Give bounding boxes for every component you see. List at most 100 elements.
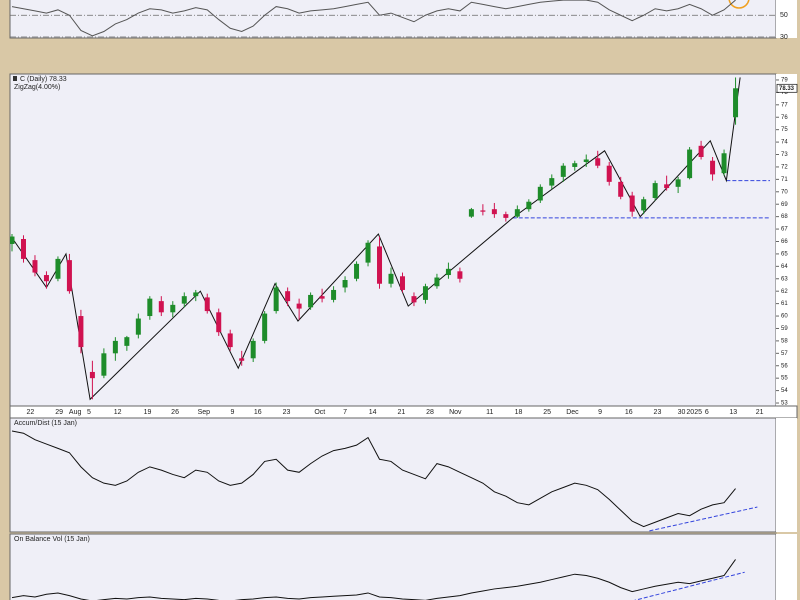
- x-tick-label: 22: [26, 409, 34, 416]
- candle-body: [43, 275, 49, 282]
- candle-body: [560, 165, 566, 177]
- candle-body: [641, 199, 647, 211]
- panel-layer: [10, 0, 776, 38]
- x-tick-label: 2025: [686, 409, 702, 416]
- x-tick-label: 16: [625, 409, 633, 416]
- last-price-label: 78.33: [779, 86, 795, 92]
- x-tick-label: 13: [729, 409, 737, 416]
- candle-body: [733, 88, 739, 118]
- candle-body: [388, 273, 394, 284]
- y-tick-label: 54: [781, 388, 788, 394]
- y-tick-label: 55: [781, 376, 788, 382]
- obv-title: On Balance Vol (15 Jan): [14, 536, 90, 543]
- candle-body: [89, 371, 95, 379]
- candle-body: [55, 258, 61, 279]
- candle-body: [606, 165, 612, 182]
- x-tick-label: 9: [231, 409, 235, 416]
- candle-body: [710, 160, 716, 175]
- trend-line: [649, 506, 758, 532]
- trend-line: [634, 571, 745, 600]
- candle-body: [399, 276, 405, 290]
- price-panel: [9, 73, 777, 407]
- y-tick-label: 76: [781, 115, 788, 121]
- x-tick-label: Aug: [69, 409, 82, 416]
- x-tick-label: 14: [369, 409, 377, 416]
- x-tick-label: 12: [114, 409, 122, 416]
- x-tick-label: Dec: [566, 409, 579, 416]
- candle-body: [583, 159, 589, 162]
- y-tick-label: 71: [781, 177, 788, 183]
- y-tick-label: 60: [781, 314, 788, 320]
- x-tick-label: 18: [515, 409, 523, 416]
- zigzag-line: [11, 77, 741, 401]
- rsi-axis: [776, 0, 797, 38]
- candle-body: [595, 158, 601, 166]
- y-tick-label: 77: [781, 102, 788, 108]
- ad-axis: [776, 418, 797, 532]
- candle-body: [147, 298, 153, 317]
- candle-body: [354, 263, 360, 279]
- x-tick-label: 19: [144, 409, 152, 416]
- candle-body: [216, 312, 222, 333]
- candle-body: [664, 184, 670, 189]
- symbol-icon: [13, 76, 17, 81]
- candle-body: [227, 333, 233, 348]
- y-tick-label: 50: [780, 12, 788, 19]
- x-tick-label: Sep: [198, 409, 211, 416]
- candle-body: [698, 145, 704, 157]
- y-tick-label: 66: [781, 239, 788, 245]
- x-tick-label: 23: [654, 409, 662, 416]
- x-tick-label: 5: [87, 409, 91, 416]
- candle-body: [296, 303, 302, 309]
- candle-body: [170, 304, 176, 313]
- candle-body: [618, 181, 624, 197]
- highlight-ring: [728, 0, 750, 9]
- x-tick-label: 29: [55, 409, 63, 416]
- x-tick-label: Nov: [449, 409, 462, 416]
- candle-body: [32, 260, 38, 273]
- candle-body: [468, 209, 474, 217]
- panel-layer: [11, 559, 745, 600]
- y-tick-label: 59: [781, 326, 788, 332]
- y-tick-label: 62: [781, 289, 788, 295]
- panel-layer: [10, 77, 770, 401]
- candle-body: [377, 246, 383, 284]
- y-tick-label: 63: [781, 276, 788, 282]
- candle-body: [308, 294, 314, 308]
- candle-body: [491, 209, 497, 215]
- y-tick-label: 68: [781, 214, 788, 220]
- indicator-line: [11, 0, 736, 37]
- candle-body: [239, 358, 245, 361]
- candle-body: [572, 163, 578, 167]
- y-tick-label: 57: [781, 351, 788, 357]
- x-tick-label: 6: [705, 409, 709, 416]
- candle-body: [273, 287, 279, 312]
- x-tick-label: 23: [283, 409, 291, 416]
- y-tick-label: 72: [781, 165, 788, 171]
- candle-body: [319, 296, 325, 299]
- candle-body: [112, 340, 118, 354]
- candle-body: [262, 313, 268, 341]
- y-tick-label: 73: [781, 152, 788, 158]
- y-tick-label: 53: [781, 401, 788, 407]
- y-tick-label: 75: [781, 127, 788, 133]
- candle-body: [457, 271, 463, 279]
- y-tick-label: 78: [781, 90, 788, 96]
- y-tick-label: 56: [781, 363, 788, 369]
- y-tick-label: 79: [781, 78, 788, 84]
- candle-body: [285, 291, 291, 302]
- y-tick-label: 67: [781, 227, 788, 233]
- candle-body: [687, 149, 693, 179]
- x-tick-label: Oct: [314, 409, 325, 416]
- obv-axis: [776, 534, 797, 600]
- price-axis: [776, 74, 797, 406]
- panel-layer: [11, 430, 758, 532]
- candle-body: [629, 195, 635, 212]
- candle-body: [78, 316, 84, 348]
- x-tick-label: 25: [543, 409, 551, 416]
- x-tick-label: 30: [678, 409, 686, 416]
- rsi-panel: [9, 0, 777, 39]
- indicator-line: [11, 430, 736, 528]
